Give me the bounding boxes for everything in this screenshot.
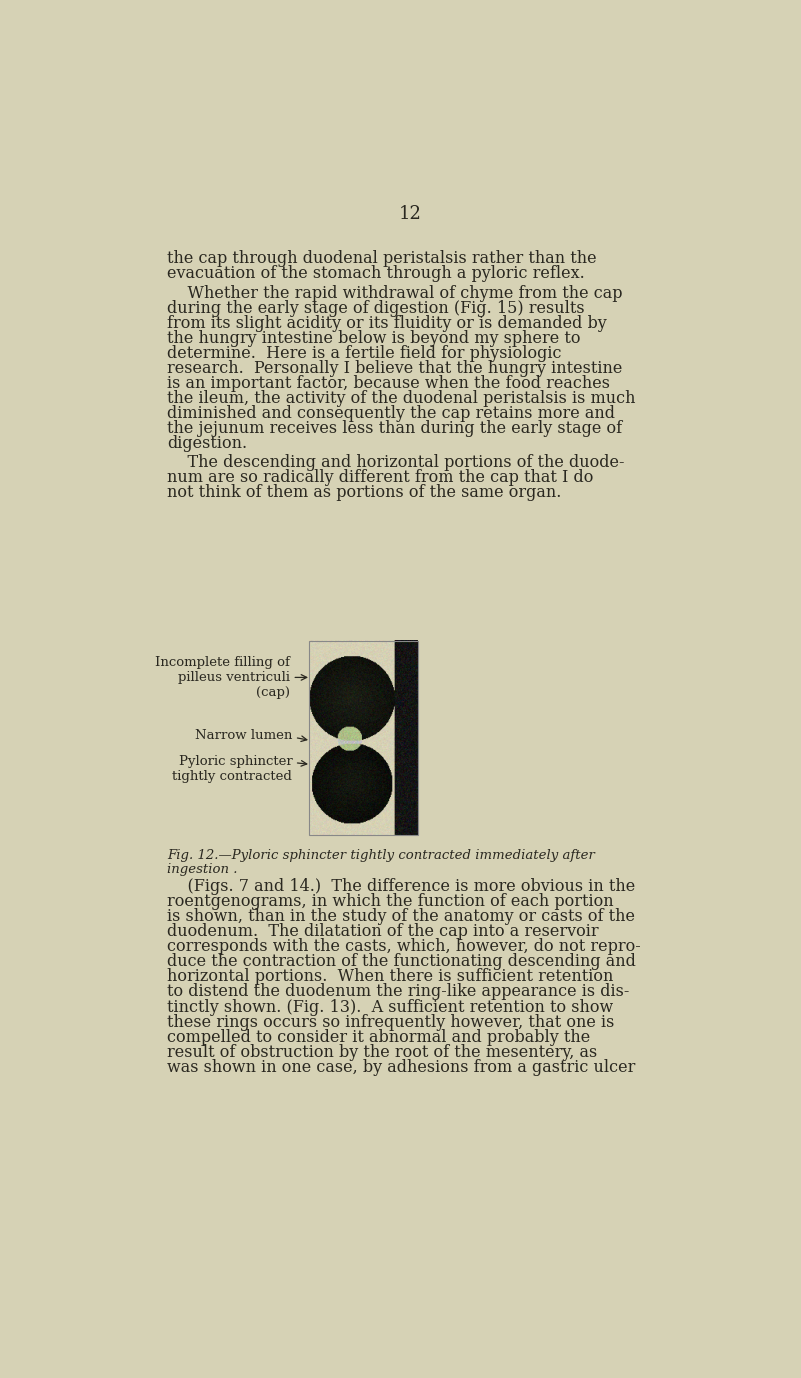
Text: 12: 12 (399, 205, 422, 223)
Text: num are so radically different from the cap that I do: num are so radically different from the … (167, 470, 594, 486)
Text: compelled to consider it abnormal and probably the: compelled to consider it abnormal and pr… (167, 1028, 590, 1046)
Text: is shown, than in the study of the anatomy or casts of the: is shown, than in the study of the anato… (167, 908, 634, 926)
Text: determine.  Here is a fertile field for physiologic: determine. Here is a fertile field for p… (167, 344, 562, 361)
Text: Pyloric sphincter: Pyloric sphincter (179, 755, 292, 768)
Text: result of obstruction by the root of the mesentery, as: result of obstruction by the root of the… (167, 1043, 597, 1061)
Text: the jejunum receives less than during the early stage of: the jejunum receives less than during th… (167, 420, 622, 437)
Text: was shown in one case, by adhesions from a gastric ulcer: was shown in one case, by adhesions from… (167, 1058, 635, 1076)
Text: during the early stage of digestion (Fig. 15) results: during the early stage of digestion (Fig… (167, 299, 585, 317)
Text: the cap through duodenal peristalsis rather than the: the cap through duodenal peristalsis rat… (167, 249, 597, 267)
Text: diminished and consequently the cap retains more and: diminished and consequently the cap reta… (167, 405, 615, 422)
Text: these rings occurs so infrequently however, that one is: these rings occurs so infrequently howev… (167, 1013, 614, 1031)
Text: digestion.: digestion. (167, 434, 247, 452)
Text: the ileum, the activity of the duodenal peristalsis is much: the ileum, the activity of the duodenal … (167, 390, 635, 407)
Text: to distend the duodenum the ring-like appearance is dis-: to distend the duodenum the ring-like ap… (167, 984, 629, 1000)
Text: tinctly shown. (Fig. 13).  A sufficient retention to show: tinctly shown. (Fig. 13). A sufficient r… (167, 999, 613, 1016)
Text: corresponds with the casts, which, however, do not repro-: corresponds with the casts, which, howev… (167, 938, 641, 955)
Text: Whether the rapid withdrawal of chyme from the cap: Whether the rapid withdrawal of chyme fr… (167, 285, 622, 302)
Text: research.  Personally I believe that the hungry intestine: research. Personally I believe that the … (167, 360, 622, 376)
Text: evacuation of the stomach through a pyloric reflex.: evacuation of the stomach through a pylo… (167, 265, 585, 282)
Text: not think of them as portions of the same organ.: not think of them as portions of the sam… (167, 484, 562, 502)
Text: tightly contracted: tightly contracted (172, 770, 292, 783)
Text: duce the contraction of the functionating descending and: duce the contraction of the functionatin… (167, 954, 636, 970)
Text: pilleus ventriculi: pilleus ventriculi (178, 671, 290, 683)
Text: horizontal portions.  When there is sufficient retention: horizontal portions. When there is suffi… (167, 969, 613, 985)
Text: (Figs. 7 and 14.)  The difference is more obvious in the: (Figs. 7 and 14.) The difference is more… (167, 878, 635, 896)
Text: roentgenograms, in which the function of each portion: roentgenograms, in which the function of… (167, 893, 614, 911)
Bar (309, 641, 418, 835)
Text: Narrow lumen: Narrow lumen (195, 729, 292, 741)
Text: Fig. 12.—Pyloric sphincter tightly contracted immediately after: Fig. 12.—Pyloric sphincter tightly contr… (167, 849, 594, 863)
Text: (cap): (cap) (256, 686, 290, 699)
Text: the hungry intestine below is beyond my sphere to: the hungry intestine below is beyond my … (167, 329, 580, 347)
Text: Incomplete filling of: Incomplete filling of (155, 656, 290, 668)
Text: from its slight acidity or its fluidity or is demanded by: from its slight acidity or its fluidity … (167, 314, 606, 332)
Text: ingestion .: ingestion . (167, 863, 237, 875)
Text: duodenum.  The dilatation of the cap into a reservoir: duodenum. The dilatation of the cap into… (167, 923, 598, 940)
Text: The descending and horizontal portions of the duode-: The descending and horizontal portions o… (167, 455, 624, 471)
Text: is an important factor, because when the food reaches: is an important factor, because when the… (167, 375, 610, 391)
